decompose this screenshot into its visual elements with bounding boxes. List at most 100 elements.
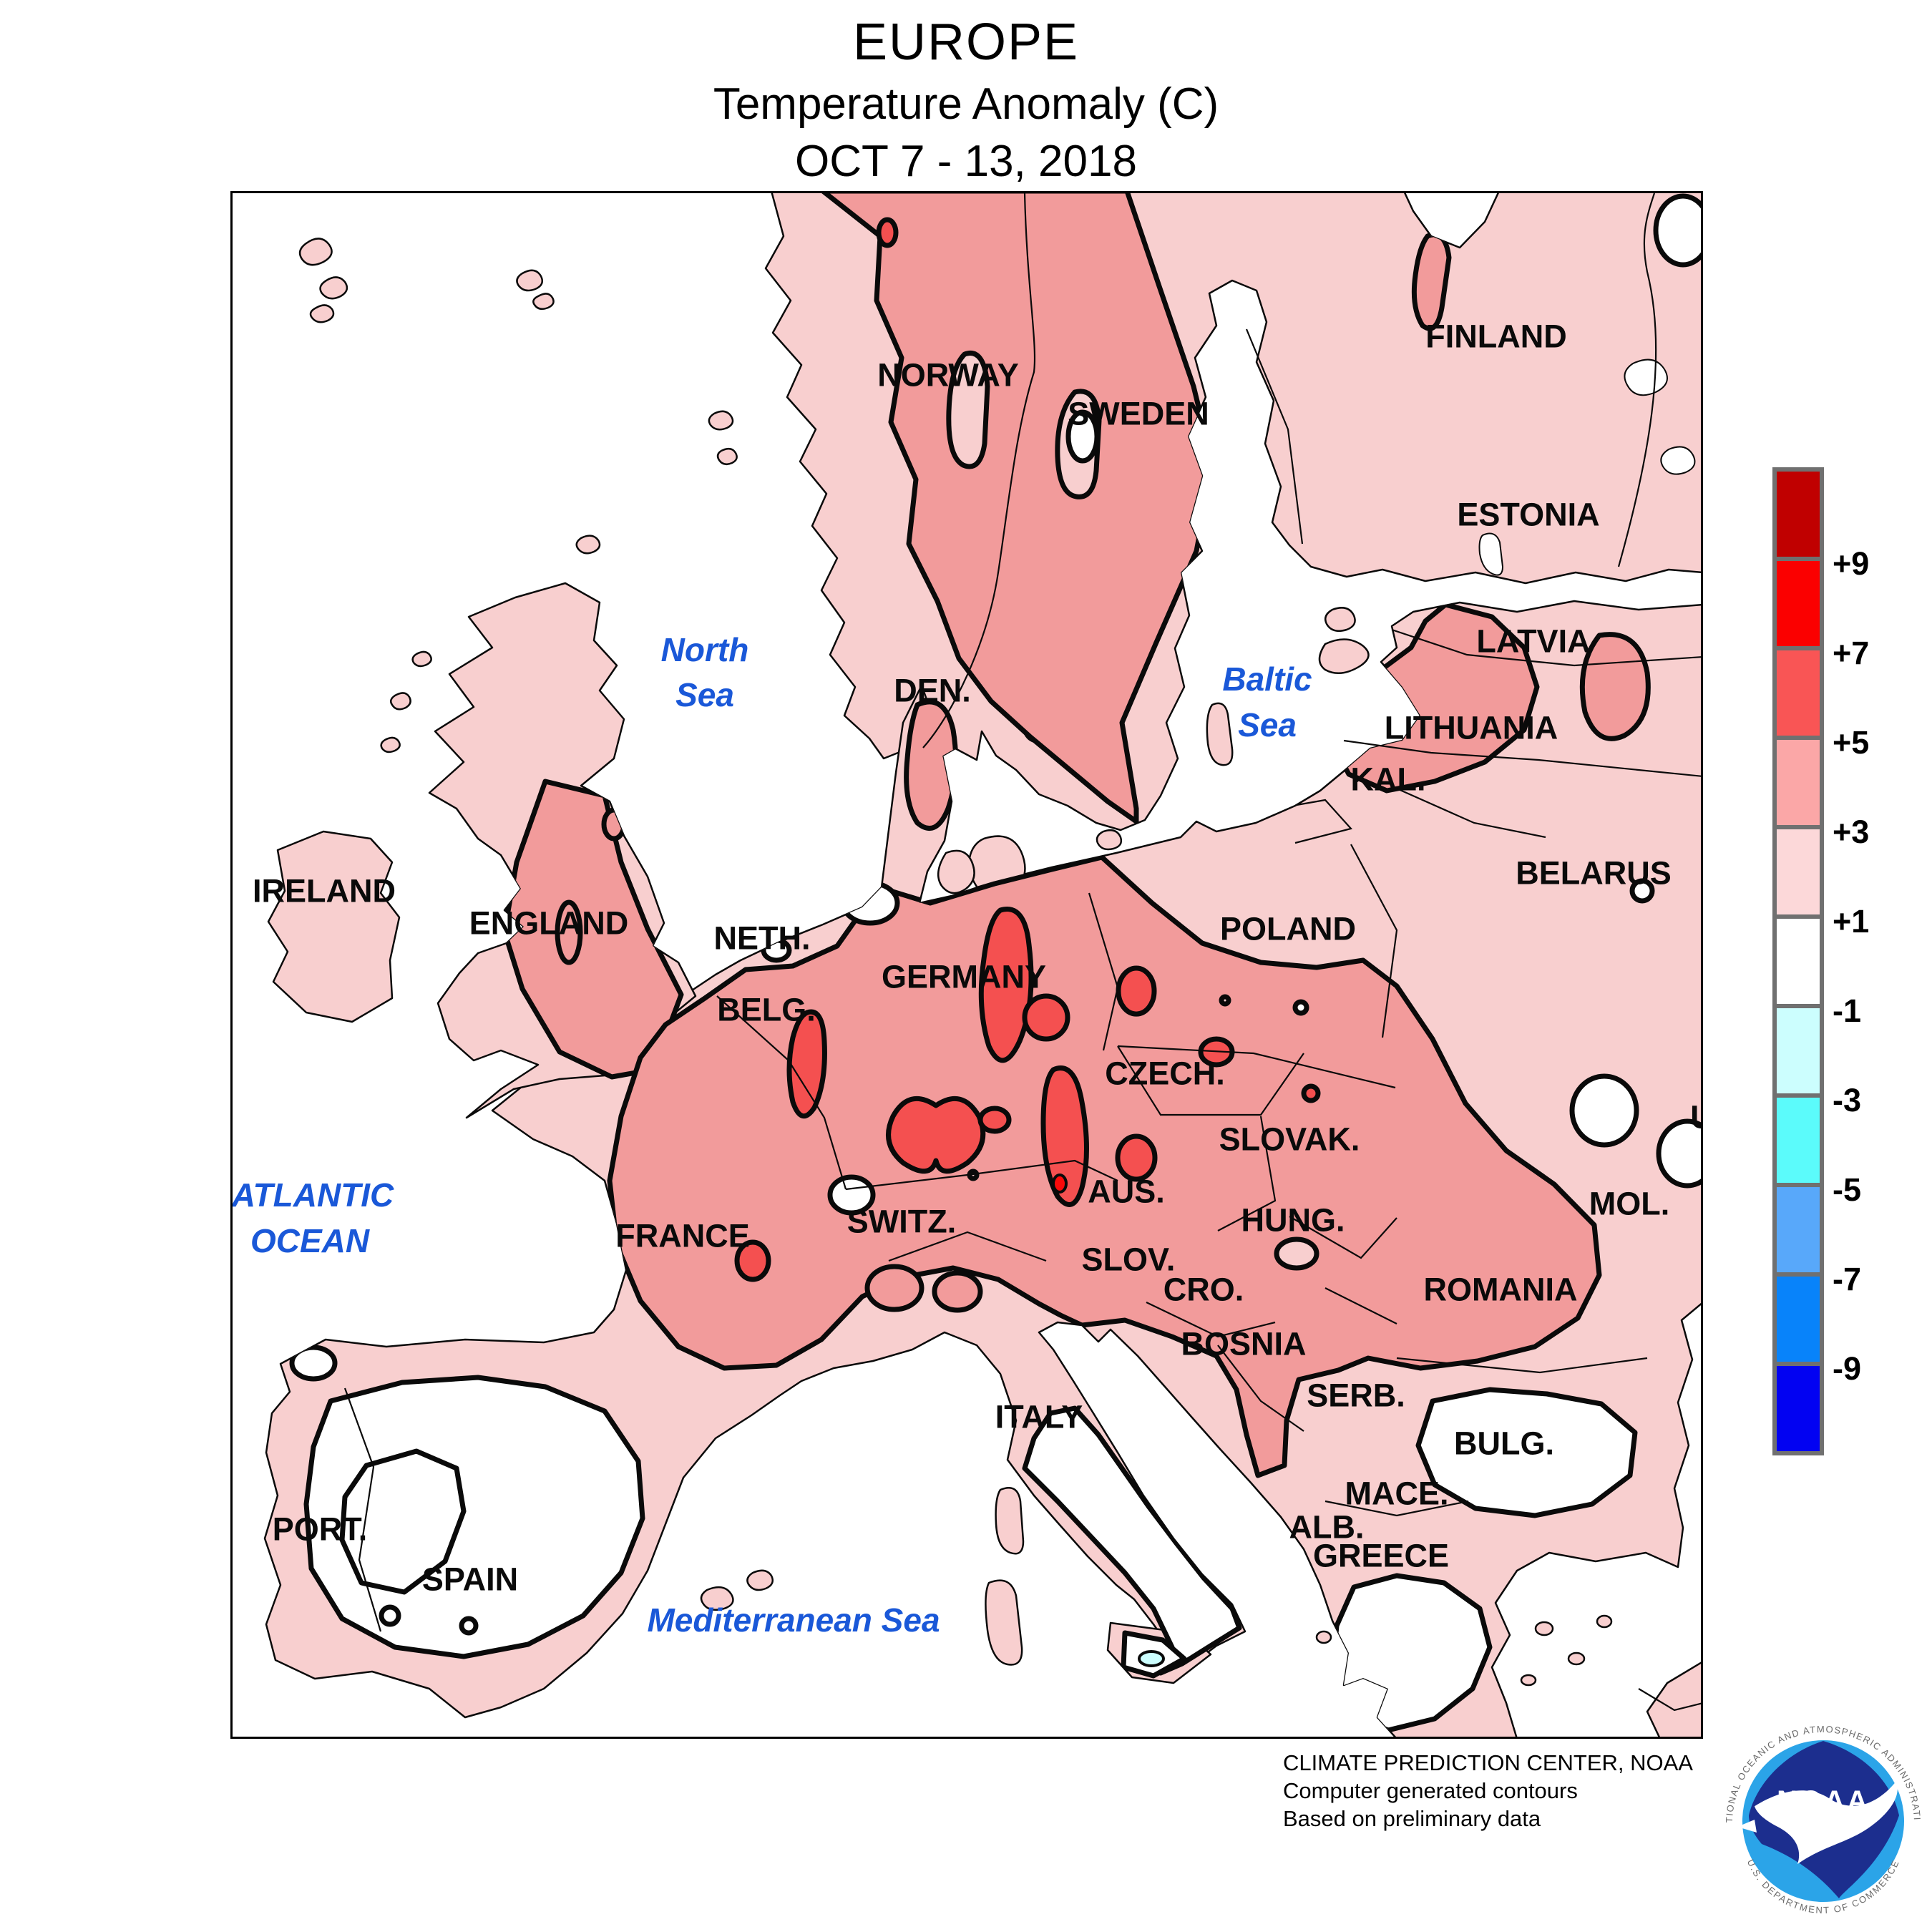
country-label-norway: NORWAY [877,356,1019,394]
region-spain-dot1 [379,1604,401,1627]
red-czech-nw [1022,993,1070,1042]
legend-color-box-1 [1772,557,1824,650]
contour-dot-3 [1219,994,1231,1007]
region-finland-sliver [1411,232,1452,331]
region-bulgaria-white [1415,1387,1638,1518]
region-poland-dot [1292,999,1309,1016]
attribution-line-2: Computer generated contours [1283,1778,1578,1803]
noaa-logo-seagull [1755,1781,1898,1865]
island-corsica [995,1487,1025,1555]
country-label-belarus: BELARUS [1516,854,1672,892]
region-russia-ne-white [1653,193,1701,268]
attribution-line-3: Based on preliminary data [1283,1806,1541,1831]
country-borders [343,193,1701,1712]
country-label-mol-: MOL. [1589,1185,1670,1222]
legend-color-box-9 [1772,1272,1824,1366]
map-title: EUROPE [852,14,1080,71]
legend-color-box-4 [1772,825,1824,919]
legend-color-box-8 [1772,1183,1824,1277]
island-hiiumaa [1324,607,1356,632]
country-label-bosnia: BOSNIA [1181,1325,1307,1362]
legend-color-box-2 [1772,646,1824,740]
country-label-cro-: CRO. [1163,1271,1244,1308]
region-spain-inner-ring [339,1448,467,1595]
country-label-ukr: UKR [1690,1101,1701,1133]
country-label-mace-: MACE. [1345,1475,1449,1512]
map-subtitle-period: OCT 7 - 13, 2018 [795,137,1137,186]
sea-label-mediterranean-sea: Mediterranean Sea [647,1601,940,1639]
sea-label-baltic: Baltic [1222,660,1312,698]
cyan-sicily [1138,1650,1165,1667]
islands-hebrides [380,650,432,753]
island-sardinia [985,1579,1023,1666]
enclave-hungary-pink [1274,1236,1319,1271]
country-label-spain: SPAIN [421,1561,519,1598]
country-label-hung-: HUNG. [1241,1201,1345,1239]
red-west-germany-long [786,1009,827,1119]
country-label-serb-: SERB. [1307,1377,1405,1414]
landmass-turkey-corner [1646,1662,1701,1737]
legend-color-box-3 [1772,736,1824,829]
legend-color-box-0 [1772,467,1824,561]
red-core-austria [1052,1174,1068,1194]
legend-label-plus1: +1 [1833,903,1870,940]
region-south-italy-white [1022,1405,1242,1676]
sea-label-north: North [660,631,749,668]
country-label-port-: PORT. [272,1511,368,1548]
country-label-alb-: ALB. [1289,1508,1365,1546]
islands-aegean [1315,1614,1613,1687]
anomaly-regions [289,193,1701,1733]
legend-label-plus3: +3 [1833,814,1870,850]
region-spain-dot2 [459,1616,479,1636]
island-saaremaa [1318,638,1370,675]
country-label-den-: DEN. [894,672,971,709]
anomaly-legend [1772,467,1824,1455]
country-label-bulg-: BULG. [1454,1425,1554,1462]
lake-ladoga [1624,358,1668,396]
island-fyn [937,849,975,894]
region-ukraine-white2 [1656,1118,1701,1189]
attribution-line-1: CLIMATE PREDICTION CENTER, NOAA [1283,1750,1693,1775]
red-norway-dot [876,217,899,248]
red-germany-oval [977,1106,1012,1134]
country-label-ireland: IRELAND [253,872,396,909]
sea-label-atlantic: ATLANTIC [231,1176,394,1214]
country-label-kal-: KAL. [1350,761,1426,798]
islands-balearics [700,1569,774,1611]
country-label-estonia: ESTONIA [1457,496,1600,533]
legend-label-plus7: +7 [1833,635,1870,671]
legend-label-plus5: +5 [1833,724,1870,761]
sea-label-sea: Sea [675,676,734,713]
country-label-latvia: LATVIA [1476,623,1591,660]
legend-label-minus9: -9 [1833,1350,1862,1387]
legend-label-minus1: -1 [1833,992,1862,1029]
region-scotland-blob2 [555,899,583,965]
region-latvia-east-plus3 [1579,632,1651,741]
map-label-layer: NORWAY SWEDEN FINLAND ESTONIA LATVIA LITHUANI… [233,193,1701,1737]
legend-color-box-5 [1772,914,1824,1008]
red-austria-czech-long [1040,1065,1089,1207]
legend-label-plus9: +9 [1833,545,1870,582]
region-sweden-inner-white [1065,409,1100,464]
islands-northwest [298,238,348,323]
legend-label-minus7: -7 [1833,1261,1862,1297]
islands-faroe-shetland-orkney [516,269,738,555]
map-svg [263,193,1701,1737]
map-subtitle-variable: Temperature Anomaly (C) [713,79,1219,129]
country-label-france: FRANCE [615,1217,750,1254]
legend-color-box-10 [1772,1362,1824,1455]
region-ukraine-white1 [1569,1073,1639,1148]
country-label-greece: GREECE [1312,1537,1450,1574]
country-label-finland: FINLAND [1425,318,1567,355]
country-label-italy: ITALY [995,1398,1083,1435]
sea-label-ocean: OCEAN [250,1222,370,1259]
red-france-blob [734,1239,771,1282]
legend-label-minus5: -5 [1833,1171,1862,1208]
lake-peipus [1478,532,1504,576]
country-label-belg-: BELG. [717,991,816,1028]
country-label-england: ENGLAND [469,904,629,942]
country-label-lithuania: LITHUANIA [1384,709,1558,746]
country-label-neth-: NETH. [713,919,811,957]
legend-color-box-6 [1772,1004,1824,1098]
